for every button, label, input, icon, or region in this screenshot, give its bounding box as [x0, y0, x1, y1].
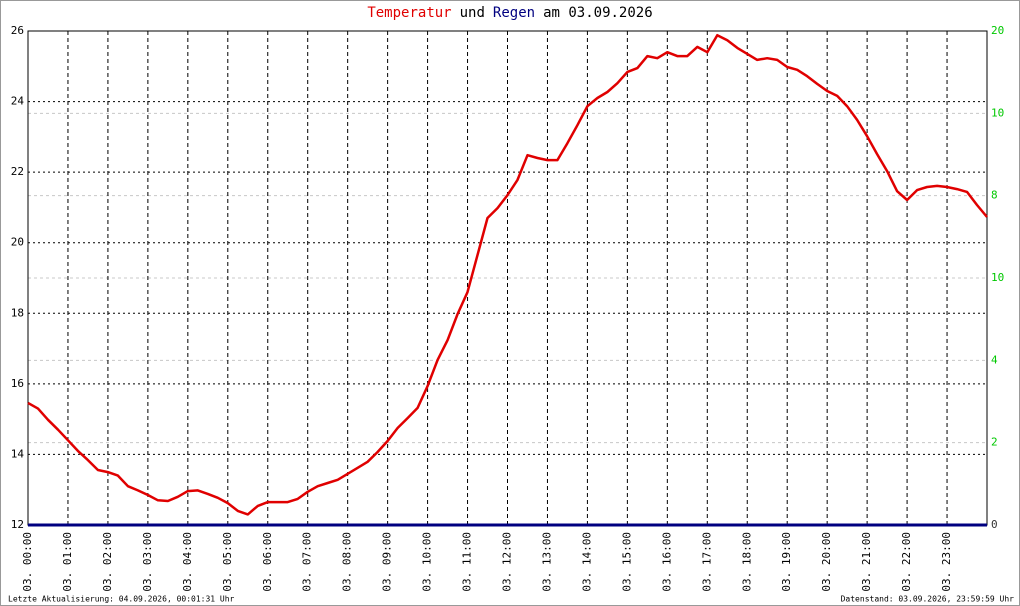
x-tick-label: 03. 20:00: [820, 532, 833, 592]
x-tick-label: 03. 13:00: [540, 532, 553, 592]
y-tick-label: 18: [11, 306, 24, 319]
y-tick-label: 26: [11, 24, 24, 37]
y-tick-label: 22: [11, 165, 24, 178]
x-tick-label: 03. 03:00: [141, 532, 154, 592]
y2-tick-label: 10: [991, 271, 1004, 284]
y-tick-label: 24: [11, 95, 25, 108]
x-tick-label: 03. 04:00: [181, 532, 194, 592]
x-tick-label: 03. 22:00: [900, 532, 913, 592]
footer-right: Datenstand: 03.09.2026, 23:59:59 Uhr: [841, 595, 1015, 604]
x-tick-label: 03. 01:00: [61, 532, 74, 592]
y2-tick-label: 2: [991, 436, 998, 449]
x-tick-label: 03. 10:00: [421, 532, 434, 592]
y-tick-label: 14: [11, 447, 25, 460]
x-tick-label: 03. 15:00: [620, 532, 633, 592]
x-tick-label: 03. 12:00: [501, 532, 514, 592]
y2-tick-label: 20: [991, 24, 1004, 37]
x-tick-label: 03. 18:00: [740, 532, 753, 592]
x-tick-label: 03. 09:00: [381, 532, 394, 592]
title-part: am 03.09.2026: [543, 5, 653, 21]
x-tick-label: 03. 08:00: [341, 532, 354, 592]
series-line: [27, 33, 988, 516]
x-tick-label: 03. 19:00: [780, 532, 793, 592]
x-tick-label: 03. 17:00: [700, 532, 713, 592]
x-tick-label: 03. 23:00: [940, 532, 953, 592]
x-tick-label: 03. 05:00: [221, 532, 234, 592]
x-tick-label: 03. 02:00: [101, 532, 114, 592]
y-tick-label: 16: [11, 377, 24, 390]
chart-title: Temperatur und Regen am 03.09.2026: [367, 5, 652, 21]
y2-tick-label: 8: [991, 189, 998, 202]
y-tick-label: 20: [11, 236, 24, 249]
y2-tick-label: 4: [991, 353, 998, 366]
x-tick-label: 03. 00:00: [21, 532, 34, 592]
x-tick-label: 03. 14:00: [580, 532, 593, 592]
title-part: Regen: [493, 5, 535, 21]
x-tick-label: 03. 06:00: [261, 532, 274, 592]
y2-tick-label: 0: [991, 518, 998, 531]
x-tick-label: 03. 11:00: [461, 532, 474, 592]
x-tick-label: 03. 21:00: [860, 532, 873, 592]
title-part: Temperatur: [367, 5, 451, 21]
footer-left: Letzte Aktualisierung: 04.09.2026, 00:01…: [8, 595, 235, 604]
x-tick-label: 03. 16:00: [660, 532, 673, 592]
y-tick-label: 12: [11, 518, 24, 531]
title-part: und: [460, 5, 485, 21]
x-tick-label: 03. 07:00: [301, 532, 314, 592]
y2-tick-label: 10: [991, 106, 1004, 119]
